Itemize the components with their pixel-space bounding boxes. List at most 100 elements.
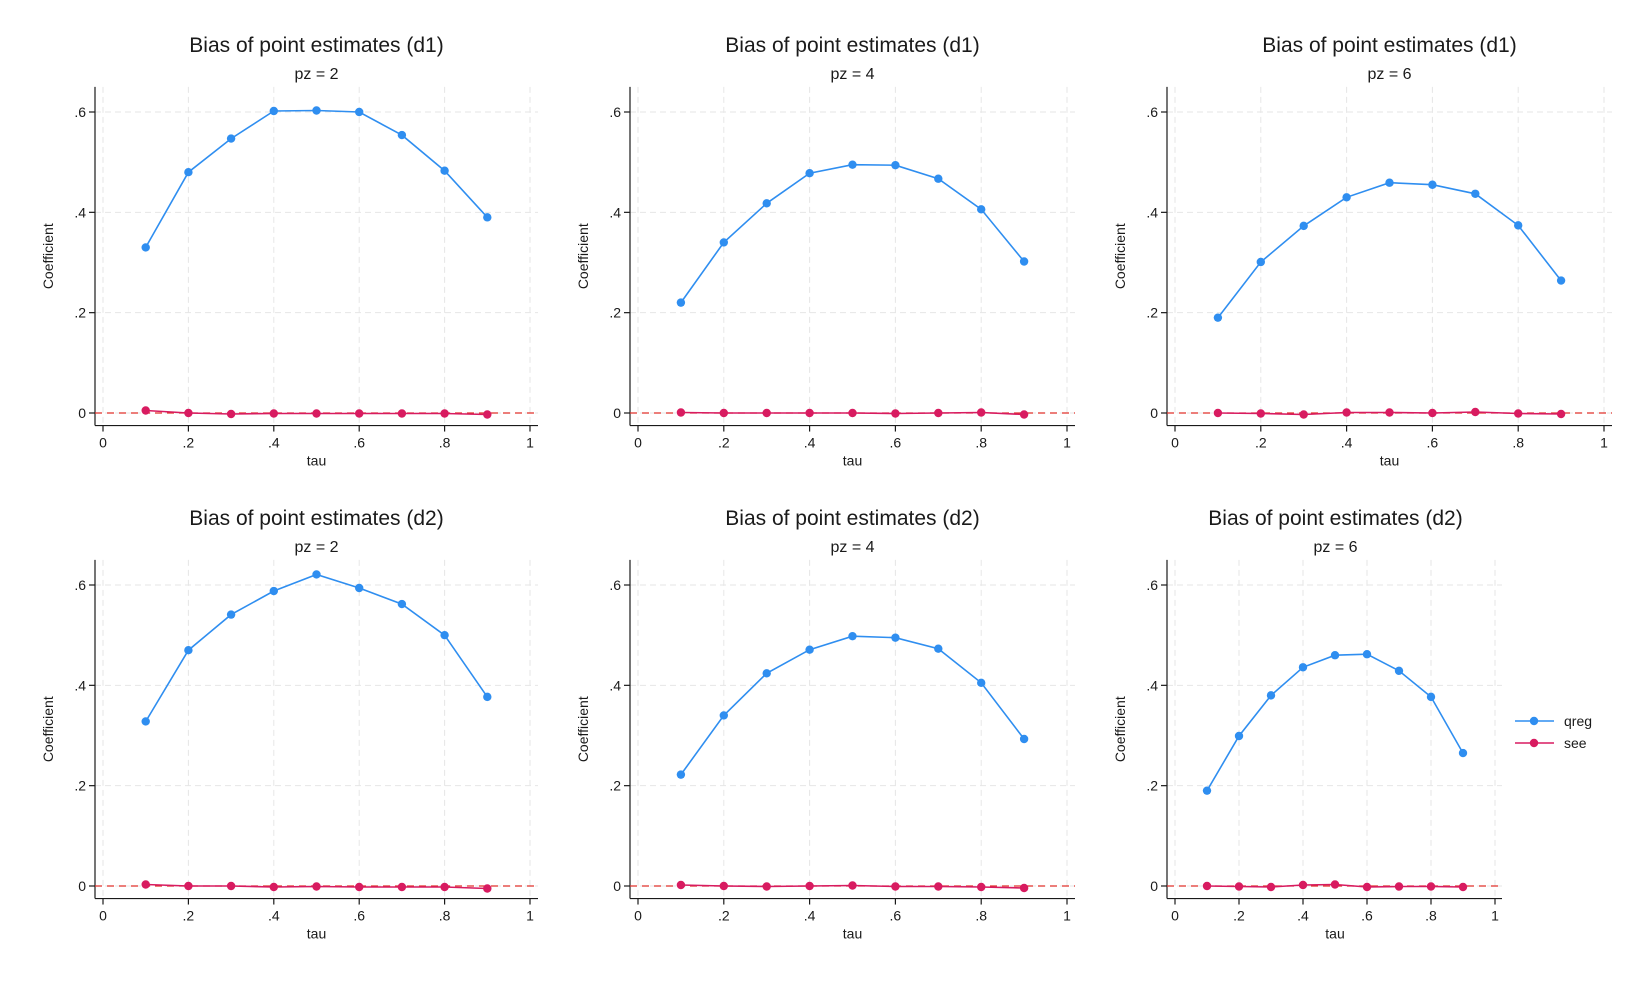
y-axis-label: Coefficient [575, 223, 591, 289]
data-point-qreg [1266, 691, 1276, 700]
data-point-qreg [934, 644, 943, 653]
x-axis-label: tau [1380, 453, 1399, 469]
data-point-qreg [483, 213, 492, 222]
x-tick-label: .4 [268, 908, 280, 924]
data-point-qreg [1426, 692, 1436, 702]
data-point-see [1019, 410, 1029, 419]
y-tick-label: .4 [74, 204, 86, 220]
data-point-see [805, 881, 814, 891]
data-point-see [184, 881, 193, 891]
y-tick-label: .4 [609, 204, 621, 220]
data-point-qreg [1019, 257, 1029, 266]
x-axis-label: tau [1325, 926, 1344, 942]
data-point-qreg [269, 586, 278, 596]
y-tick-label: .2 [609, 778, 621, 794]
data-point-see [762, 408, 771, 418]
x-tick-label: .4 [1297, 908, 1309, 924]
data-point-see [312, 882, 321, 891]
data-point-see [1458, 882, 1468, 892]
data-point-see [483, 410, 492, 419]
data-point-see [355, 882, 364, 892]
data-point-see [226, 409, 236, 419]
x-axis-label: tau [843, 926, 862, 942]
series-line-qreg [1206, 653, 1464, 792]
x-tick-label: .4 [804, 435, 816, 451]
data-point-qreg [676, 298, 686, 307]
y-tick-label: .6 [1146, 577, 1158, 593]
chart-title: Bias of point estimates (d2) [725, 507, 979, 530]
data-point-qreg [355, 107, 364, 117]
x-tick-label: 1 [1063, 435, 1071, 451]
legend-qreg-marker-icon [1529, 716, 1539, 726]
data-point-see [719, 881, 728, 891]
chart-subtitle: pz = 2 [294, 539, 338, 556]
x-tick-label: .6 [353, 908, 365, 924]
y-tick-label: .4 [609, 677, 621, 693]
y-tick-label: .6 [609, 577, 621, 593]
y-tick-label: .4 [74, 677, 86, 693]
data-point-qreg [1394, 666, 1404, 675]
chart-subtitle: pz = 4 [830, 539, 874, 556]
data-point-qreg [1514, 221, 1523, 230]
data-point-see [269, 882, 278, 892]
data-point-qreg [719, 711, 728, 720]
data-point-see [977, 882, 986, 892]
x-tick-label: .6 [1361, 908, 1373, 924]
data-point-see [977, 408, 986, 417]
data-point-see [891, 409, 900, 418]
chart-title: Bias of point estimates (d1) [725, 34, 979, 57]
data-point-see [848, 408, 857, 418]
data-point-qreg [1556, 276, 1566, 285]
chart-title: Bias of point estimates (d1) [189, 34, 443, 57]
x-axis-label: tau [843, 453, 862, 469]
data-point-see [483, 884, 492, 893]
data-point-qreg [1362, 650, 1372, 659]
x-tick-label: .2 [1255, 435, 1267, 451]
data-point-see [1362, 882, 1372, 892]
legend-qreg-label: qreg [1564, 713, 1592, 729]
y-tick-label: .4 [1146, 677, 1158, 693]
data-point-qreg [1202, 786, 1212, 795]
y-tick-label: 0 [613, 878, 621, 894]
chart-subtitle: pz = 6 [1313, 539, 1357, 556]
data-point-qreg [891, 633, 900, 642]
data-point-qreg [1019, 734, 1029, 744]
data-point-qreg [312, 570, 321, 579]
data-point-qreg [848, 160, 857, 169]
x-tick-label: .2 [1233, 908, 1245, 924]
x-tick-label: .2 [718, 435, 730, 451]
data-point-see [1556, 409, 1566, 419]
x-tick-label: .4 [268, 435, 280, 451]
y-axis-label: Coefficient [1112, 223, 1128, 289]
data-point-qreg [1256, 257, 1266, 267]
x-tick-label: 0 [1171, 435, 1179, 451]
data-point-qreg [184, 168, 193, 177]
y-tick-label: 0 [78, 878, 86, 894]
y-axis-label: Coefficient [575, 696, 591, 762]
x-tick-label: 1 [1063, 908, 1071, 924]
y-tick-label: .6 [74, 104, 86, 120]
data-point-qreg [1330, 651, 1340, 660]
data-point-qreg [397, 130, 407, 140]
x-tick-label: .8 [975, 908, 987, 924]
data-point-qreg [1428, 180, 1437, 189]
data-point-see [805, 408, 814, 418]
data-point-see [848, 881, 857, 890]
y-tick-label: .4 [1146, 204, 1158, 220]
data-point-qreg [762, 669, 771, 678]
data-point-see [184, 408, 193, 418]
x-axis-label: tau [307, 453, 326, 469]
x-tick-label: 0 [99, 908, 107, 924]
x-tick-label: 1 [1491, 908, 1499, 924]
data-point-see [1298, 880, 1308, 890]
x-tick-label: .4 [804, 908, 816, 924]
data-point-qreg [977, 678, 986, 688]
data-point-qreg [1385, 178, 1394, 187]
data-point-see [1299, 410, 1308, 419]
data-point-qreg [226, 134, 236, 143]
data-point-see [1426, 882, 1436, 891]
series-line-qreg [145, 573, 488, 722]
y-tick-label: .2 [74, 778, 86, 794]
data-point-qreg [355, 583, 364, 593]
data-point-see [440, 409, 449, 418]
